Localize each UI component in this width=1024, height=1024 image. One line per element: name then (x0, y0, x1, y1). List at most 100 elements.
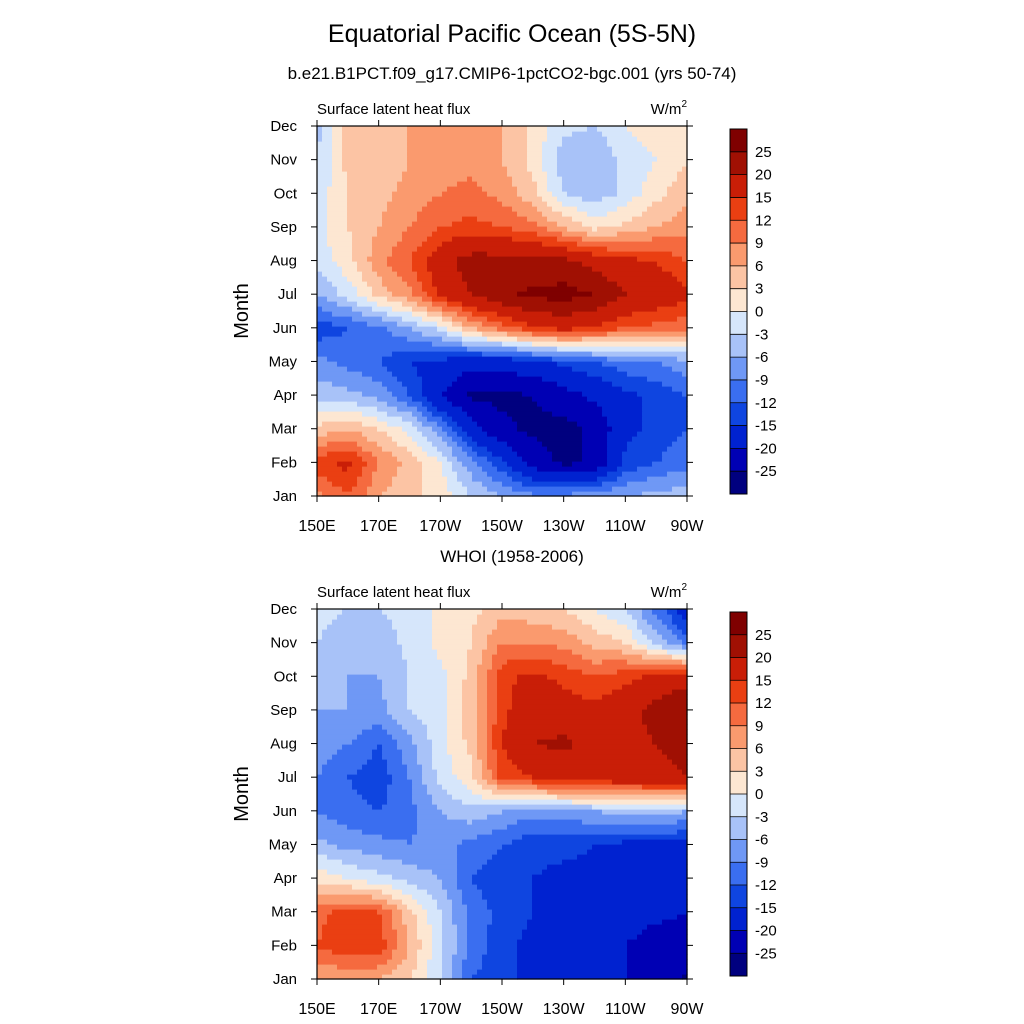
heatmap-cell (567, 609, 598, 615)
heatmap-cell (582, 451, 608, 457)
heatmap-cell (452, 969, 463, 975)
heatmap-cell (527, 136, 548, 142)
heatmap-cell (447, 679, 463, 685)
heatmap-cell (317, 644, 403, 650)
heatmap-cell (647, 644, 663, 650)
heatmap-cell (542, 151, 558, 157)
heatmap-cell (462, 301, 503, 307)
heatmap-cell (497, 779, 533, 785)
heatmap-cell (382, 689, 408, 695)
heatmap-cell (477, 441, 508, 447)
heatmap-cell (647, 619, 663, 625)
heatmap-cell (602, 361, 663, 367)
heatmap-cell (382, 904, 398, 910)
heatmap-cell (597, 629, 633, 635)
heatmap-cell (432, 629, 473, 635)
heatmap-cell (642, 421, 688, 427)
heatmap-cell (317, 904, 383, 910)
heatmap-cell (542, 211, 563, 217)
heatmap-cell (622, 221, 663, 227)
heatmap-cell (332, 909, 378, 915)
heatmap-cell (557, 361, 603, 367)
heatmap-cell (427, 201, 503, 207)
heatmap-cell (682, 639, 688, 645)
heatmap-cell (627, 481, 688, 487)
heatmap-cell (377, 964, 398, 970)
heatmap-cell (652, 236, 688, 242)
heatmap-cell (407, 954, 418, 960)
heatmap-cell (397, 456, 418, 462)
heatmap-cell (462, 689, 478, 695)
heatmap-cell (417, 441, 433, 447)
heatmap-cell (317, 779, 353, 785)
heatmap-cell (432, 764, 453, 770)
heatmap-cell (502, 161, 528, 167)
heatmap-cell (402, 426, 418, 432)
heatmap-cell (577, 241, 688, 247)
heatmap-cell (607, 446, 628, 452)
heatmap-cell (317, 939, 388, 945)
heatmap-cell (372, 749, 383, 755)
heatmap-cell (477, 714, 488, 720)
heatmap-cell (317, 899, 388, 905)
heatmap-cell (457, 456, 473, 462)
heatmap-cell (497, 491, 533, 497)
heatmap-cell (507, 749, 663, 755)
heatmap-cell (327, 759, 368, 765)
heatmap-cell (392, 196, 433, 202)
heatmap-cell (557, 156, 618, 162)
heatmap-cell (507, 166, 528, 172)
heatmap-cell (672, 619, 688, 625)
heatmap-cell (562, 461, 573, 467)
heatmap-cell (552, 624, 593, 630)
y-tick-label: Oct (274, 185, 298, 202)
heatmap-cell (582, 431, 608, 437)
heatmap-cell (417, 959, 428, 965)
colorbar-box (730, 634, 747, 658)
heatmap-cell (397, 904, 408, 910)
heatmap-cell (557, 734, 568, 740)
heatmap-cell (557, 281, 568, 287)
heatmap-cell (677, 609, 688, 615)
heatmap-cell (482, 794, 558, 800)
heatmap-cell (377, 466, 398, 472)
heatmap-cell (447, 719, 463, 725)
heatmap-cell (407, 879, 443, 885)
heatmap-cell (382, 446, 408, 452)
heatmap-cell (392, 246, 418, 252)
heatmap-cell (617, 191, 643, 197)
heatmap-cell (652, 151, 688, 157)
heatmap-cell (317, 834, 383, 840)
heatmap-cell (492, 789, 548, 795)
heatmap-cell (427, 256, 458, 262)
heatmap-cell (457, 879, 473, 885)
heatmap-cell (487, 296, 548, 302)
heatmap-cell (447, 889, 463, 895)
heatmap-cell (322, 629, 398, 635)
heatmap-cell (477, 834, 523, 840)
heatmap-cell (317, 649, 403, 655)
heatmap-cell (327, 869, 378, 875)
heatmap-cell (462, 969, 478, 975)
heatmap-cell (427, 236, 453, 242)
heatmap-cell (552, 411, 603, 417)
heatmap-cell (477, 451, 493, 457)
heatmap-cell (422, 316, 443, 322)
heatmap-cell (417, 456, 438, 462)
heatmap-cell (487, 734, 493, 740)
heatmap-cell (357, 734, 393, 740)
heatmap-cell (372, 286, 388, 292)
heatmap-cell (462, 271, 603, 277)
heatmap-cell (557, 196, 583, 202)
heatmap-cell (457, 944, 468, 950)
heatmap-cell (487, 814, 688, 820)
heatmap-cell (417, 819, 468, 825)
heatmap-cell (672, 689, 688, 695)
heatmap-cell (382, 929, 398, 935)
heatmap-cell (487, 679, 498, 685)
heatmap-cell (332, 321, 368, 327)
heatmap-cell (442, 944, 458, 950)
heatmap-cell (472, 176, 513, 182)
heatmap-cell (327, 476, 358, 482)
heatmap-cell (557, 326, 573, 332)
